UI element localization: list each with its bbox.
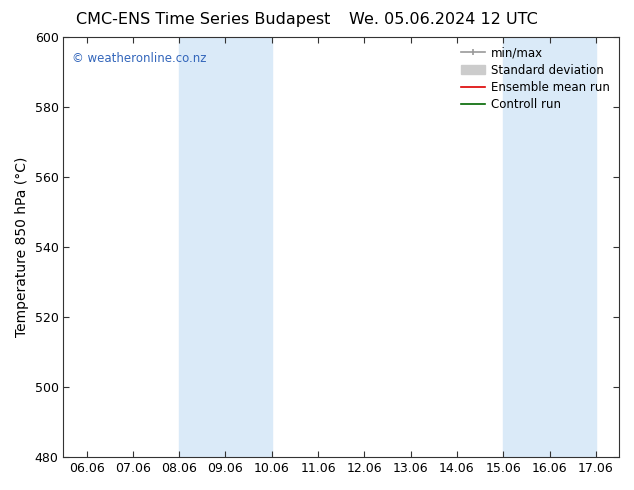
Text: We. 05.06.2024 12 UTC: We. 05.06.2024 12 UTC [349,12,538,27]
Bar [503,37,596,457]
Legend: min/max, Standard deviation, Ensemble mean run, Controll run: min/max, Standard deviation, Ensemble me… [458,43,613,115]
Y-axis label: Temperature 850 hPa (°C): Temperature 850 hPa (°C) [15,157,29,337]
Text: CMC-ENS Time Series Budapest: CMC-ENS Time Series Budapest [75,12,330,27]
Bar [179,37,272,457]
Text: © weatheronline.co.nz: © weatheronline.co.nz [72,52,206,65]
